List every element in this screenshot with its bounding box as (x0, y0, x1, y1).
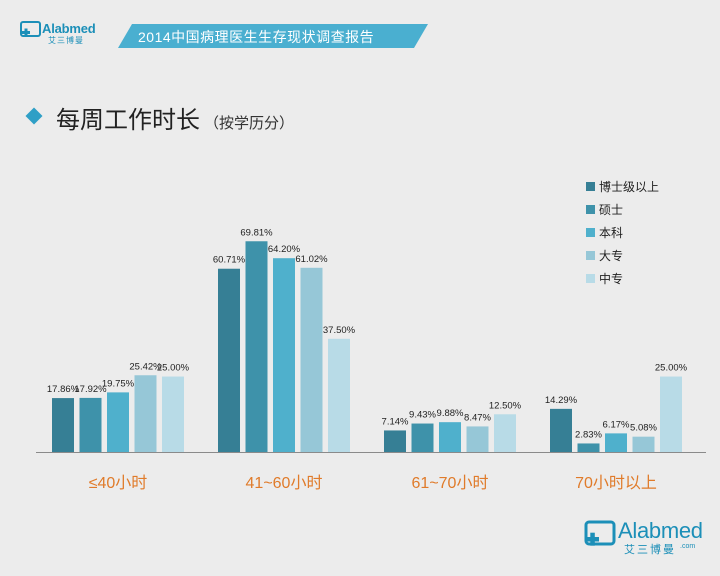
bar-4-1 (550, 408, 572, 452)
category-label-3: 61~70小时 (412, 474, 489, 492)
legend-swatch (586, 274, 595, 283)
data-label-2-2: 69.81% (240, 227, 273, 238)
bar-2-2 (245, 241, 268, 452)
data-label-3-4: 8.47% (464, 412, 491, 423)
data-label-4-2: 2.83% (575, 429, 602, 440)
brand-logo-top: Alabmed 艾三博曼 (20, 20, 120, 48)
bar-2-3 (273, 258, 295, 452)
data-label-3-5: 12.50% (489, 400, 522, 411)
bar-3-4 (466, 426, 489, 452)
bar-3-3 (439, 422, 461, 452)
data-label-3-1: 7.14% (382, 416, 409, 427)
brand-name-bottom-cn: 艾三博曼 (624, 544, 676, 556)
brand-domain: .com (680, 543, 696, 550)
category-label-1: ≤40小时 (89, 474, 148, 492)
legend-label: 博士级以上 (599, 180, 660, 194)
bar-4-3 (605, 433, 627, 452)
alabmed-logo-icon (584, 520, 616, 546)
legend-label: 大专 (599, 249, 624, 263)
legend-swatch (586, 228, 595, 237)
data-label-1-3: 19.75% (102, 378, 135, 389)
legend-label: 中专 (599, 272, 624, 286)
legend-item-3: 本科 (586, 221, 659, 244)
data-label-4-4: 5.08% (630, 423, 657, 434)
bar-1-1 (52, 398, 74, 452)
legend-item-5: 中专 (586, 267, 659, 290)
legend-swatch (586, 182, 595, 191)
chart-title-sub: （按学历分） (204, 115, 295, 132)
data-label-3-2: 9.43% (409, 410, 436, 421)
data-label-4-1: 14.29% (545, 395, 578, 406)
alabmed-logo-icon (20, 21, 41, 37)
legend-swatch (586, 205, 595, 214)
data-label-4-5: 25.00% (655, 363, 688, 374)
chart-title: 每周工作时长 （按学历分） (56, 100, 294, 135)
data-label-4-3: 6.17% (603, 419, 630, 430)
bar-4-2 (577, 443, 600, 452)
bar-1-4 (134, 375, 157, 452)
legend-item-1: 博士级以上 (586, 175, 659, 198)
bar-3-1 (384, 430, 406, 452)
data-label-2-4: 61.02% (295, 254, 328, 265)
category-label-2: 41~60小时 (246, 474, 323, 492)
brand-name-top-cn: 艾三博曼 (48, 36, 84, 45)
category-label-4: 70小时以上 (575, 474, 657, 492)
brand-name-bottom: Alabmed (618, 518, 703, 543)
chart-title-main: 每周工作时长 (56, 107, 200, 134)
data-label-2-5: 37.50% (323, 325, 356, 336)
bar-1-5 (162, 376, 184, 452)
header-band (118, 24, 428, 48)
data-label-1-5: 25.00% (157, 363, 190, 374)
legend-label: 本科 (599, 226, 624, 240)
bar-4-4 (632, 436, 655, 452)
bar-4-5 (660, 376, 682, 452)
data-label-1-1: 17.86% (47, 384, 80, 395)
legend-item-2: 硕士 (586, 198, 659, 221)
brand-logo-bottom: Alabmed 艾三博曼 .com (584, 518, 708, 558)
bar-2-1 (218, 268, 240, 452)
brand-name-top: Alabmed (42, 21, 96, 36)
data-label-3-3: 9.88% (437, 408, 464, 419)
bar-3-5 (494, 414, 516, 452)
legend-swatch (586, 251, 595, 260)
data-label-1-2: 17.92% (74, 384, 107, 395)
data-label-1-4: 25.42% (129, 361, 162, 372)
top-bar: Alabmed 艾三博曼 2014中国病理医生生存现状调查报告 (0, 0, 720, 52)
bar-3-2 (411, 423, 434, 452)
bar-2-4 (300, 267, 323, 452)
bar-1-2 (79, 397, 102, 452)
bar-2-5 (328, 338, 350, 452)
bar-1-3 (107, 392, 129, 452)
legend-label: 硕士 (599, 203, 624, 217)
chart-legend: 博士级以上硕士本科大专中专 (586, 175, 659, 290)
data-label-2-1: 60.71% (213, 255, 246, 266)
report-title: 2014中国病理医生生存现状调查报告 (138, 29, 375, 45)
legend-item-4: 大专 (586, 244, 659, 267)
data-label-2-3: 64.20% (268, 244, 301, 255)
